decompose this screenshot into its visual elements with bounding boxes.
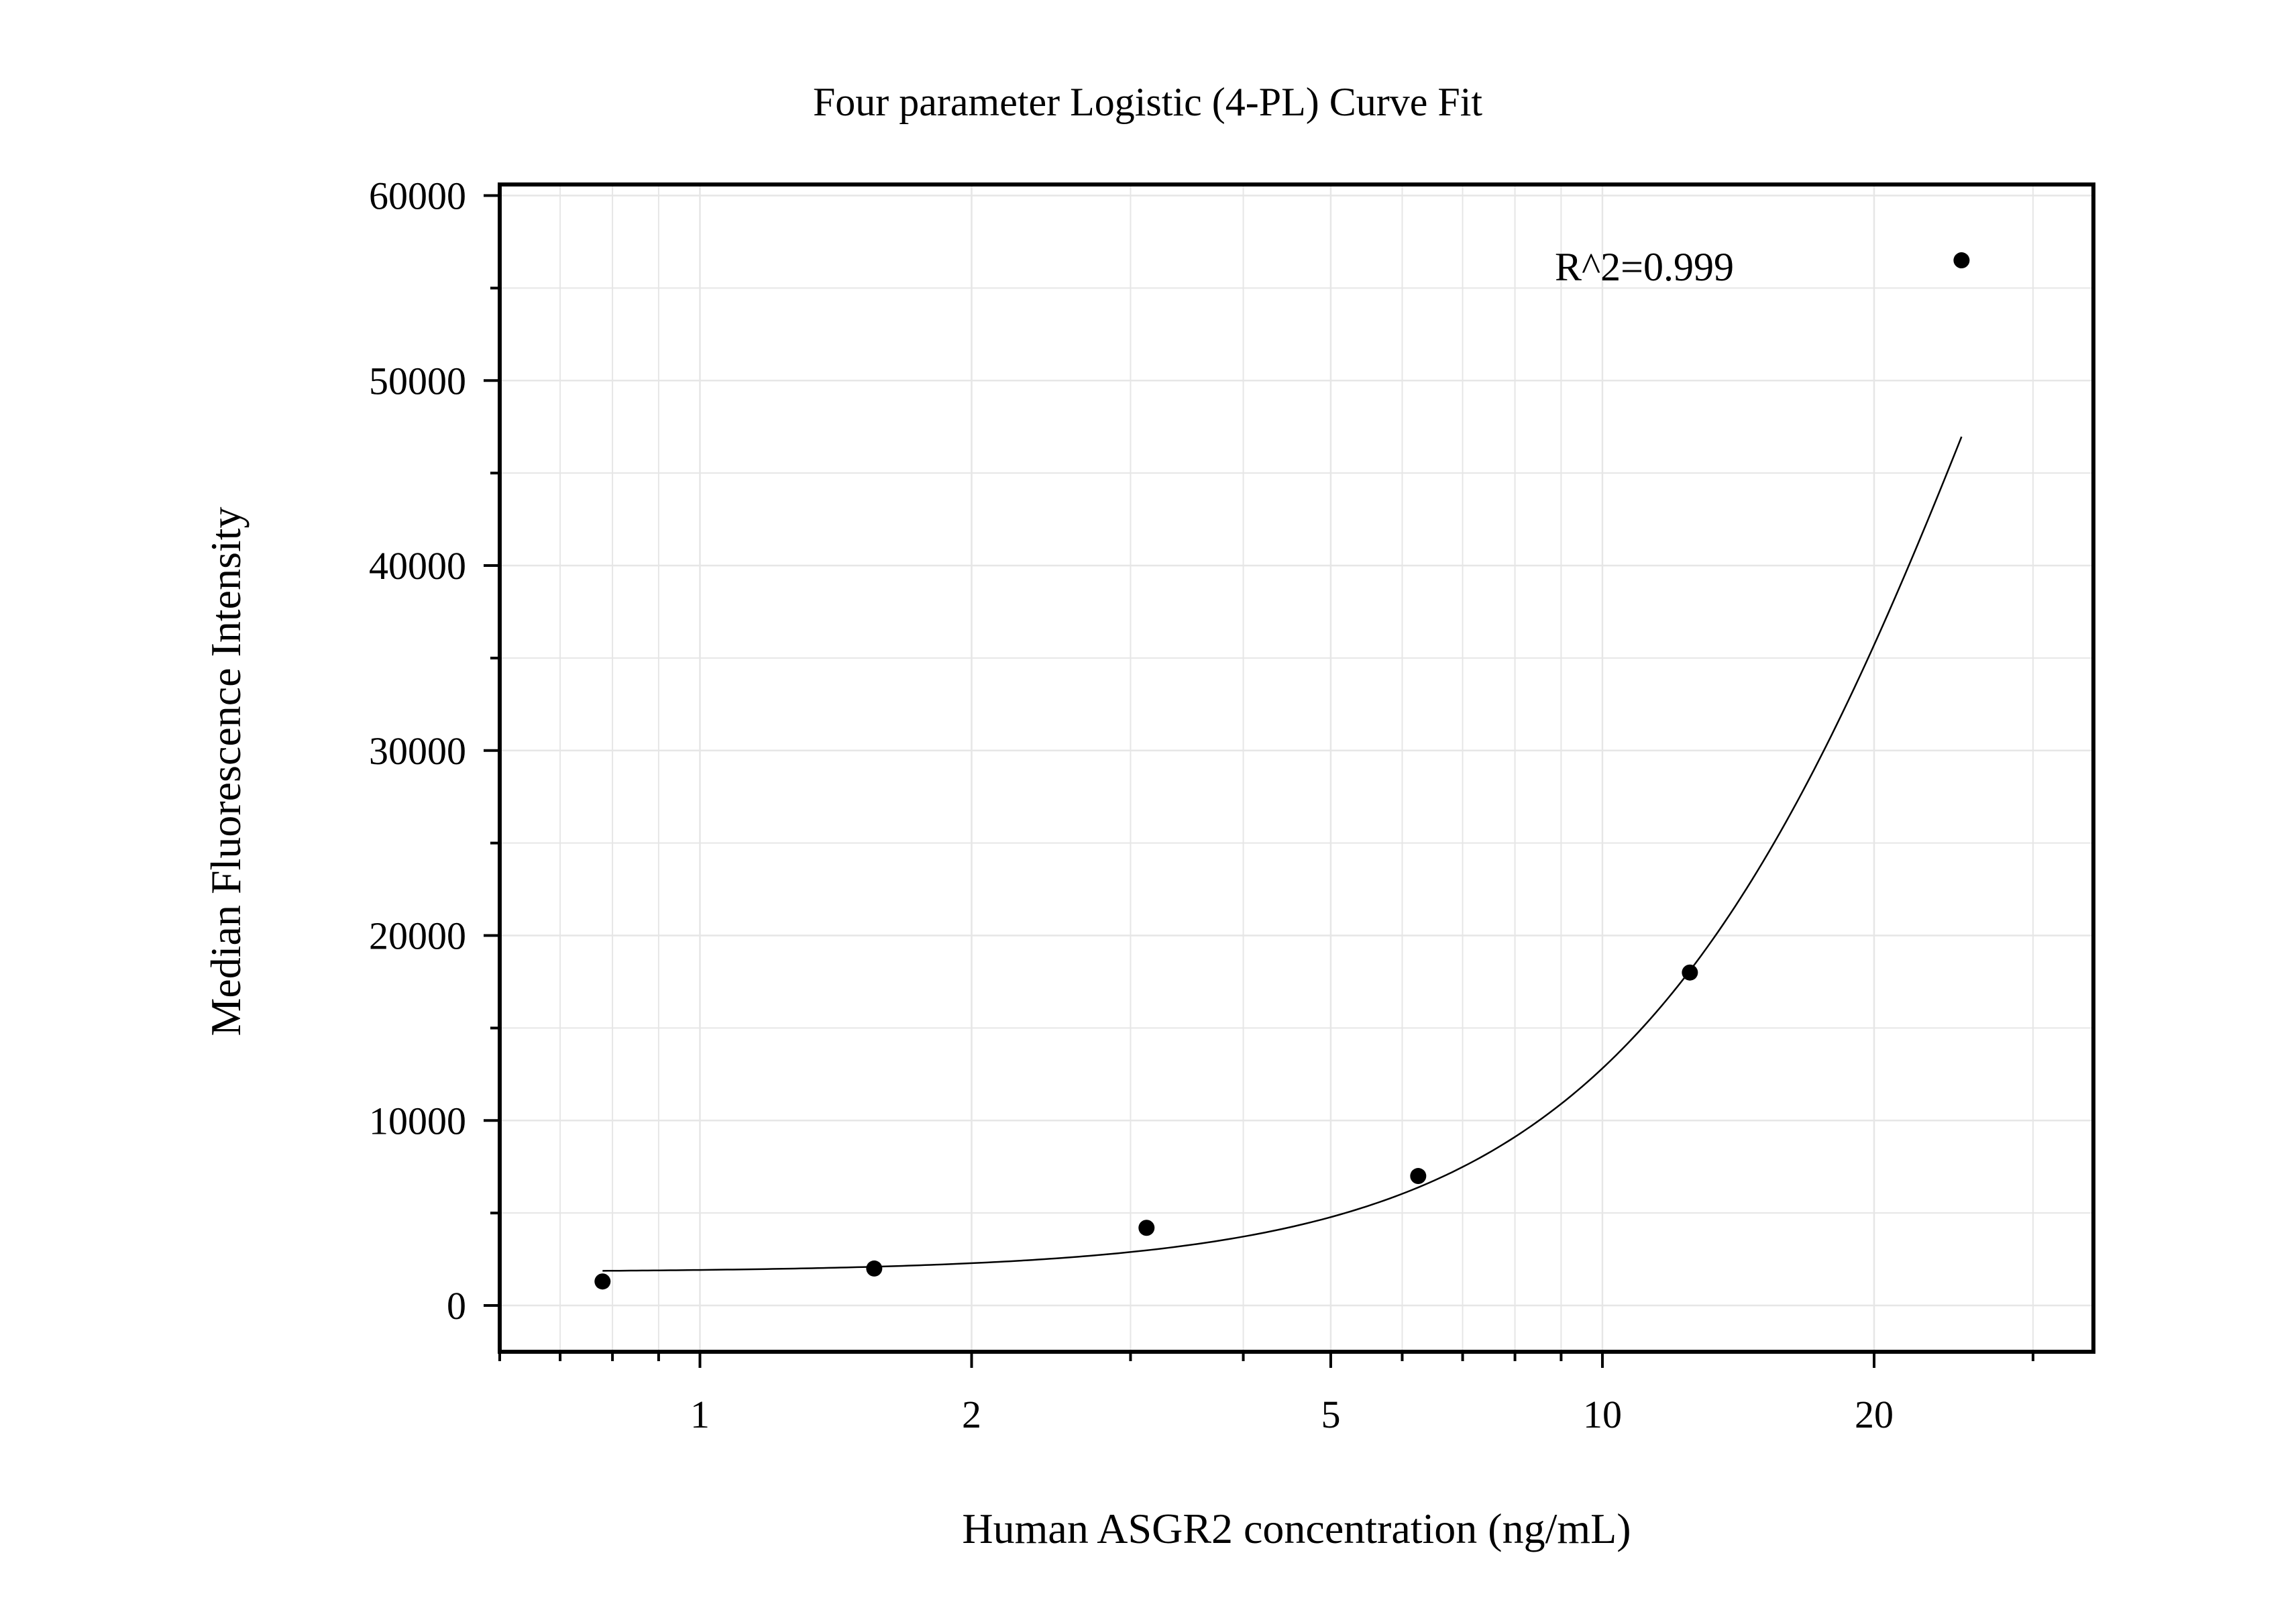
x-tick-label: 20: [1855, 1393, 1894, 1436]
y-tick-label: 0: [447, 1284, 466, 1328]
x-tick-label: 1: [690, 1393, 710, 1436]
x-tick-label: 10: [1583, 1393, 1622, 1436]
y-tick-label: 40000: [369, 544, 466, 588]
x-tick-label: 5: [1321, 1393, 1340, 1436]
data-point: [594, 1273, 611, 1290]
points-layer: [594, 252, 1970, 1290]
y-axis-title: Median Fluorescence Intensity: [202, 506, 250, 1036]
data-point: [1953, 252, 1970, 269]
data-point: [866, 1260, 883, 1277]
y-tick-label: 30000: [369, 729, 466, 773]
data-point: [1410, 1168, 1427, 1185]
grid: [499, 184, 2093, 1352]
data-point: [1682, 964, 1698, 981]
chart-title: Four parameter Logistic (4-PL) Curve Fit: [813, 80, 1482, 124]
x-axis: 1 2 5 10 20: [498, 1352, 2034, 1436]
fit-layer: [602, 436, 1963, 1272]
x-axis-title: Human ASGR2 concentration (ng/mL): [962, 1505, 1631, 1552]
y-tick-label: 60000: [369, 174, 466, 218]
data-point: [1138, 1220, 1155, 1236]
y-axis: 0 10000 20000 30000 40000 50000 60000: [369, 174, 500, 1328]
r-squared-annotation: R^2=0.999: [1555, 245, 1734, 289]
y-tick-label: 20000: [369, 914, 466, 958]
y-tick-label: 50000: [369, 359, 466, 403]
plot-frame: [498, 182, 2095, 1354]
fit-curve: [602, 436, 1963, 1272]
y-tick-label: 10000: [369, 1099, 466, 1142]
x-tick-label: 2: [962, 1393, 981, 1436]
